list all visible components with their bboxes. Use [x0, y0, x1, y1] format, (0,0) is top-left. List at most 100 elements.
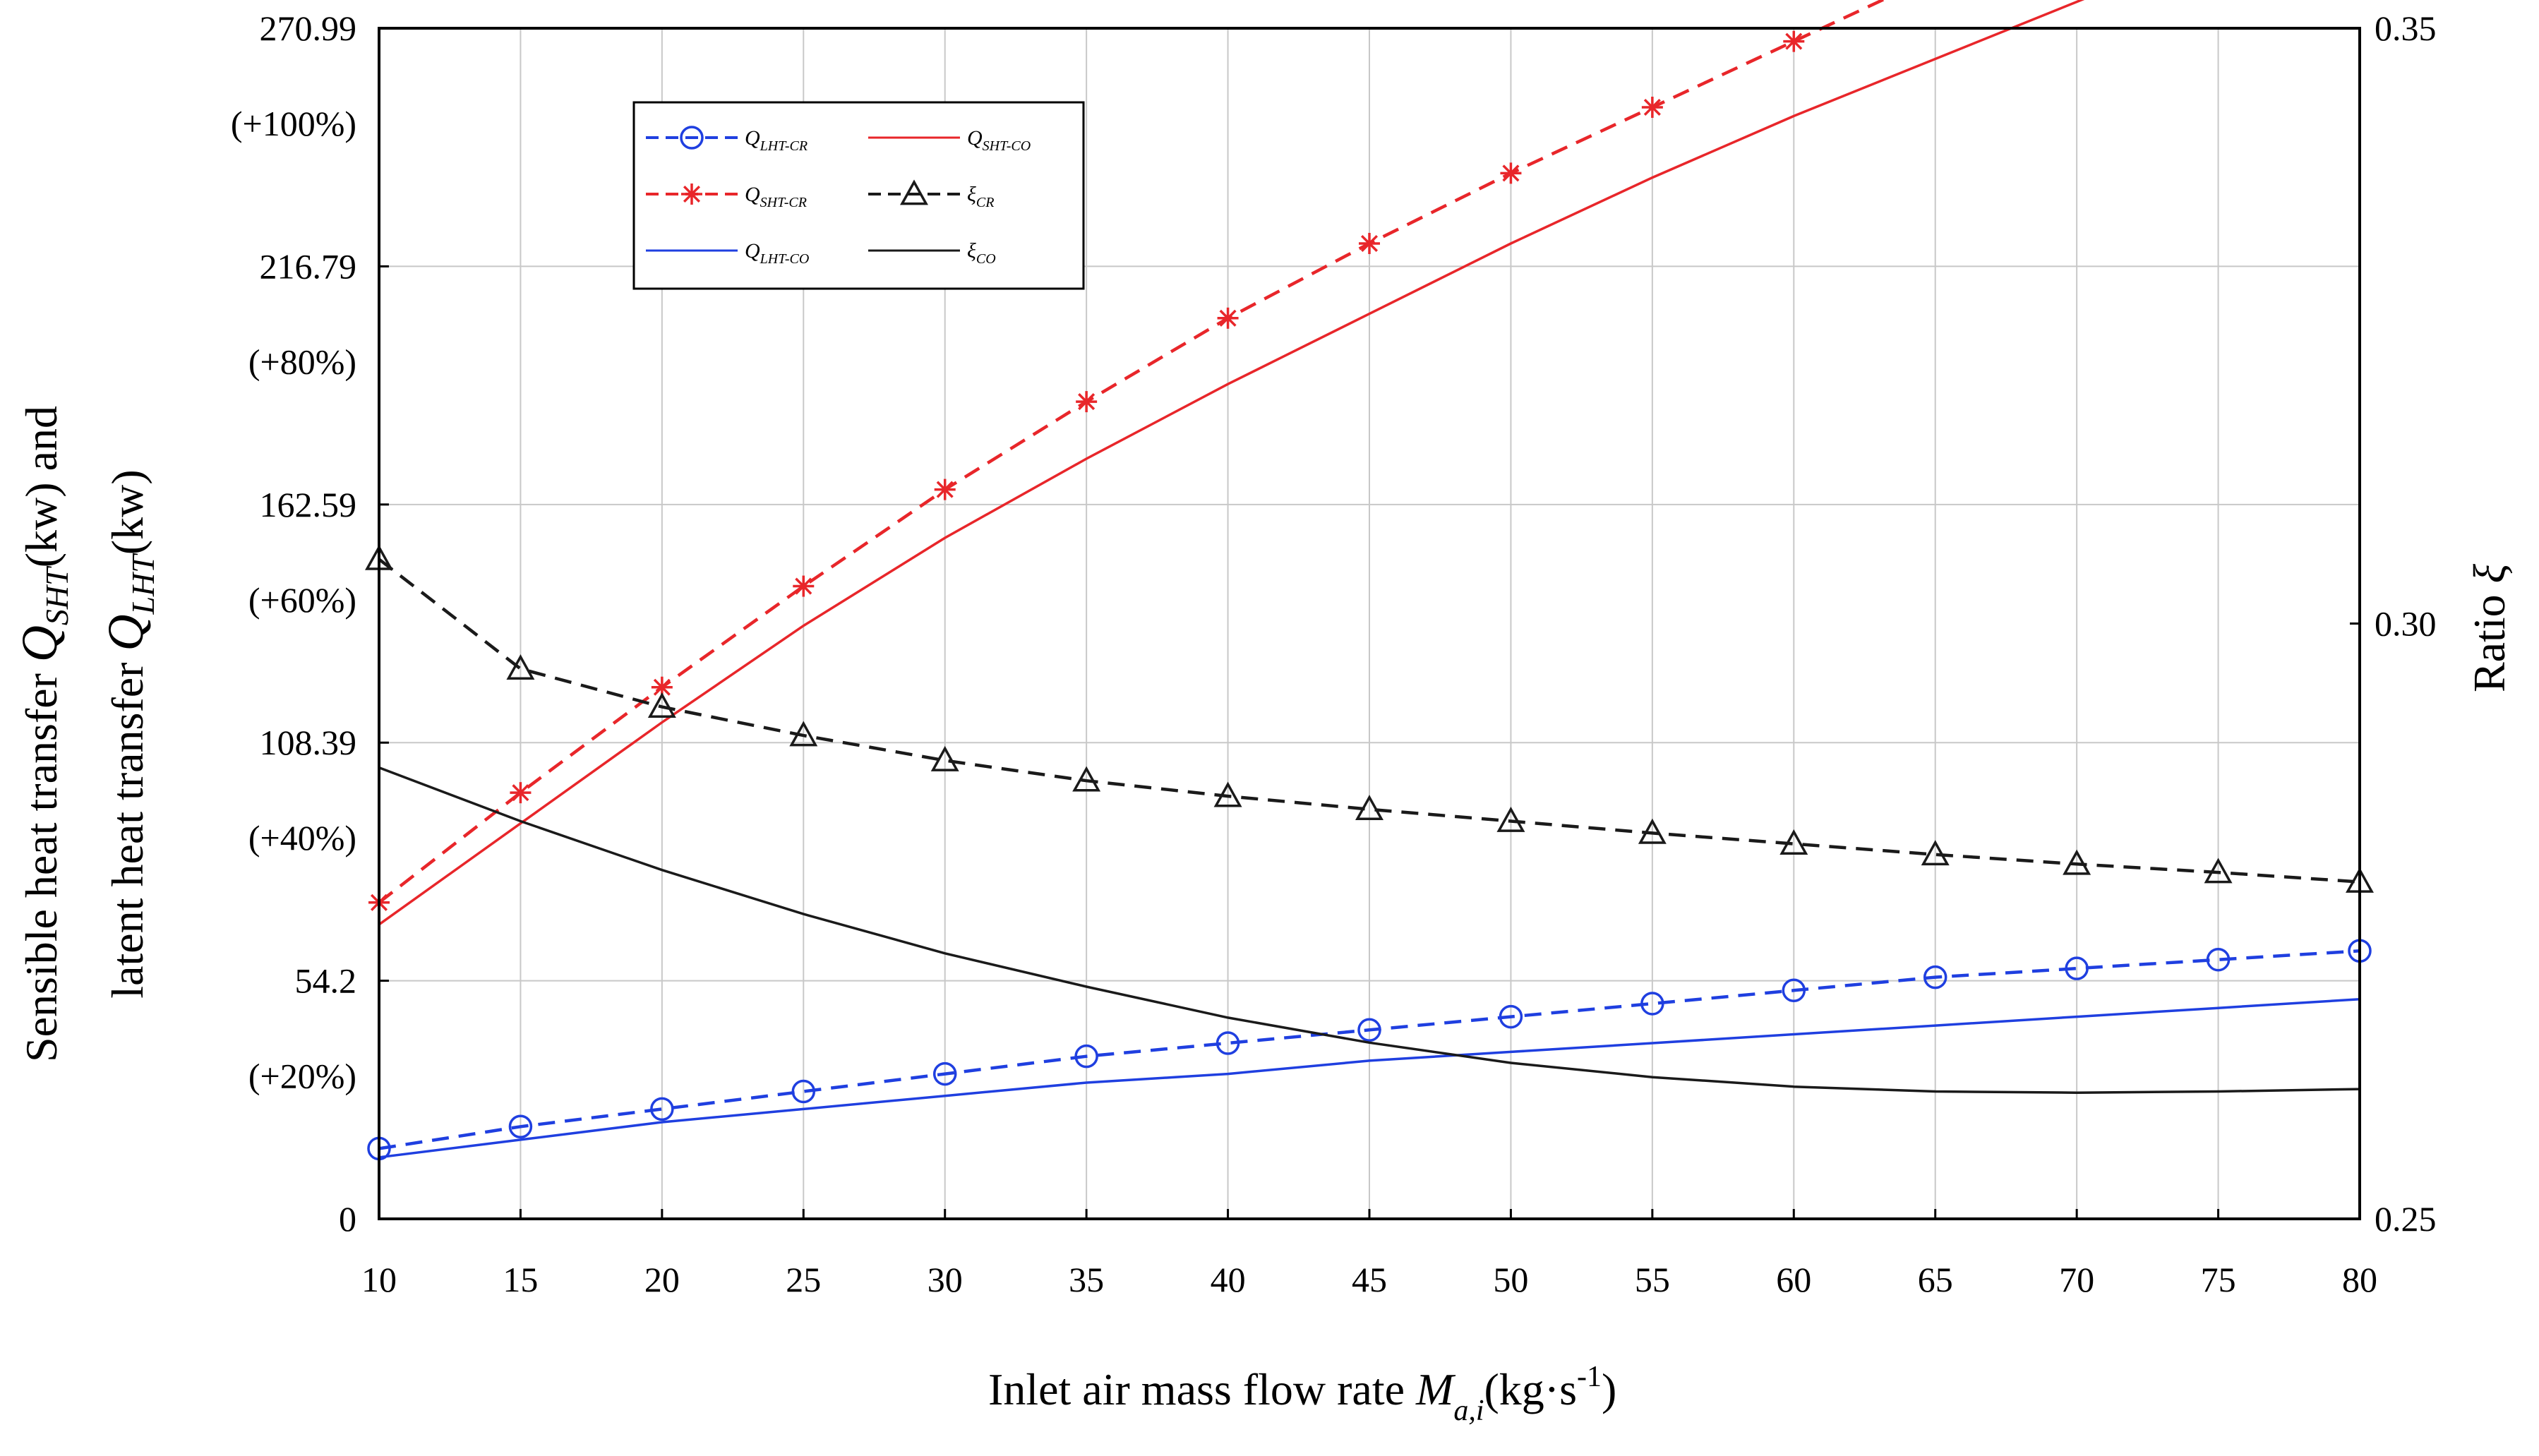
marker-xi_CR-40 [1213, 781, 1242, 807]
marker-QLHT_CR-30 [932, 1061, 957, 1086]
x-tick-label-20: 20 [644, 1260, 680, 1299]
marker-xi_CR-30 [930, 745, 959, 771]
y-left-axis-title-line2: latent heat transfer QLHT(kw) [97, 469, 161, 998]
marker-QSHT_CR-50 [1500, 162, 1522, 184]
legend-marker-QLHT_CR [680, 126, 704, 150]
y-right-tick-labels: 0.25 0.30 0.35 [2350, 8, 2437, 1239]
x-tick-label-25: 25 [786, 1260, 821, 1299]
marker-QLHT_CR-65 [1923, 965, 1947, 989]
y-right-tick-label-0.25: 0.25 [2375, 1199, 2437, 1239]
grid [378, 28, 2360, 1220]
legend: QLHT-CR QSHT-CO QSHT-CR ξCR QLHT-CO ξCO [632, 101, 1085, 290]
x-tick-labels: 10 15 20 25 30 35 40 45 50 55 60 65 70 75 80 [361, 1209, 2377, 1299]
y-left-axis-title-line1: Sensible heat transfer QSHT(kw) and [11, 406, 75, 1062]
legend-label-QSHT_CO: QSHT-CO [967, 126, 1031, 154]
y-left-tick-label-270.99: 270.99 [260, 8, 357, 48]
marker-QLHT_CR-35 [1074, 1044, 1098, 1069]
series-QSHT_CO [378, 0, 2085, 926]
marker-xi_CR-70 [2063, 849, 2091, 875]
x-tick-label-50: 50 [1493, 1260, 1528, 1299]
series-line-QLHT_CO [378, 997, 2360, 1159]
legend-marker-QSHT_CR [681, 183, 702, 205]
y-left-tick-labels: 0 54.2 (+20%) 108.39 (+40%) 162.59 (+60%) 216.7… [231, 8, 389, 1239]
marker-QSHT_CR-35 [1076, 391, 1098, 413]
marker-QLHT_CR-40 [1216, 1031, 1240, 1055]
y-left-tick-label-162.59: 162.59 [260, 485, 357, 524]
x-tick-label-40: 40 [1211, 1260, 1246, 1299]
marker-xi_CR-50 [1496, 806, 1525, 832]
marker-QLHT_CR-15 [508, 1114, 533, 1139]
y-left-title-line1-unit: (kw) and [16, 406, 66, 567]
x-tick-label-15: 15 [503, 1260, 538, 1299]
y-left-title-line1-sub: SHT [39, 565, 75, 625]
legend-entry-QSHT_CR: QSHT-CR [646, 183, 807, 210]
marker-QLHT_CR-55 [1640, 992, 1664, 1016]
legend-label-QSHT_CR: QSHT-CR [745, 183, 807, 210]
y-left-title-line2-text: latent heat transfer [102, 651, 152, 999]
x-axis-title: Inlet air mass flow rate Ma,i(kg·s-1) [988, 1361, 1616, 1427]
y-left-tick-pct-162.59: (+60%) [248, 580, 356, 620]
y-left-tick-label-108.39: 108.39 [260, 723, 357, 762]
marker-xi_CR-60 [1779, 829, 1808, 855]
y-right-axis-title: Ratio ξ [2464, 563, 2514, 692]
marker-QLHT_CR-50 [1499, 1004, 1523, 1029]
series-QLHT_CO [378, 997, 2360, 1159]
y-right-tick-label-0.30: 0.30 [2375, 604, 2437, 644]
x-axis-title-unit-sup: -1 [1577, 1361, 1602, 1393]
legend-label-xi_CO: ξCO [967, 239, 996, 267]
marker-xi_CR-45 [1355, 795, 1383, 821]
y-left-tick-pct-108.39: (+40%) [248, 818, 356, 858]
x-axis-title-unit: (kg·s [1484, 1364, 1577, 1414]
marker-QSHT_CR-15 [510, 782, 532, 804]
series-line-QSHT_CO [378, 0, 2085, 926]
marker-QLHT_CR-70 [2065, 956, 2089, 980]
x-axis-title-unit-close: ) [1602, 1364, 1616, 1414]
x-axis-title-text: Inlet air mass flow rate [988, 1364, 1416, 1414]
x-tick-label-75: 75 [2201, 1260, 2236, 1299]
y-left-tick-label-54.2: 54.2 [295, 961, 357, 1001]
legend-label-QLHT_CO: QLHT-CO [745, 239, 809, 267]
marker-QSHT_CR-40 [1217, 307, 1239, 329]
legend-entry-QSHT_CO: QSHT-CO [868, 126, 1031, 154]
series-xi_CO [378, 766, 2360, 1094]
x-tick-label-45: 45 [1352, 1260, 1387, 1299]
marker-xi_CR-15 [506, 654, 535, 680]
y-left-title-line1-text: Sensible heat transfer [16, 662, 66, 1062]
x-tick-label-70: 70 [2059, 1260, 2094, 1299]
marker-QLHT_CR-60 [1782, 978, 1806, 1003]
y-left-title-line2-symbol: Q [97, 615, 154, 651]
x-tick-label-55: 55 [1635, 1260, 1670, 1299]
marker-QSHT_CR-20 [651, 676, 673, 698]
marker-QSHT_CR-45 [1359, 232, 1380, 254]
x-tick-label-10: 10 [361, 1260, 397, 1299]
x-tick-label-65: 65 [1918, 1260, 1953, 1299]
y-left-tick-pct-54.2: (+20%) [248, 1057, 356, 1096]
legend-label-xi_CR: ξCR [967, 183, 994, 210]
y-left-title-line2-sub: LHT [125, 553, 161, 615]
marker-QSHT_CR-25 [793, 575, 815, 597]
x-tick-label-35: 35 [1069, 1260, 1104, 1299]
series-line-xi_CR [378, 558, 2360, 884]
y-left-tick-pct-216.79: (+80%) [248, 342, 356, 381]
legend-marker-xi_CR [900, 179, 928, 205]
x-tick-label-60: 60 [1776, 1260, 1811, 1299]
y-left-title-line2-unit: (kw) [102, 469, 152, 555]
legend-entry-QLHT_CO: QLHT-CO [646, 239, 809, 267]
y-left-tick-label-216.79: 216.79 [260, 246, 357, 286]
legend-entry-xi_CR: ξCR [868, 179, 994, 210]
marker-xi_CR-75 [2204, 858, 2233, 884]
legend-box [632, 101, 1085, 290]
marker-xi_CR-25 [789, 721, 818, 747]
legend-entry-xi_CO: ξCO [868, 239, 996, 267]
marker-QSHT_CR-60 [1783, 30, 1805, 52]
legend-entry-QLHT_CR: QLHT-CR [646, 126, 808, 154]
marker-QLHT_CR-20 [650, 1097, 674, 1121]
marker-xi_CR-55 [1638, 818, 1667, 844]
y-right-title-text: Ratio [2464, 583, 2514, 692]
x-axis-title-symbol-sub: a,i [1453, 1395, 1484, 1427]
marker-QSHT_CR-30 [934, 479, 956, 500]
x-tick-label-80: 80 [2342, 1260, 2377, 1299]
marker-xi_CR-65 [1921, 840, 1950, 866]
marker-xi_CR-20 [647, 692, 676, 718]
